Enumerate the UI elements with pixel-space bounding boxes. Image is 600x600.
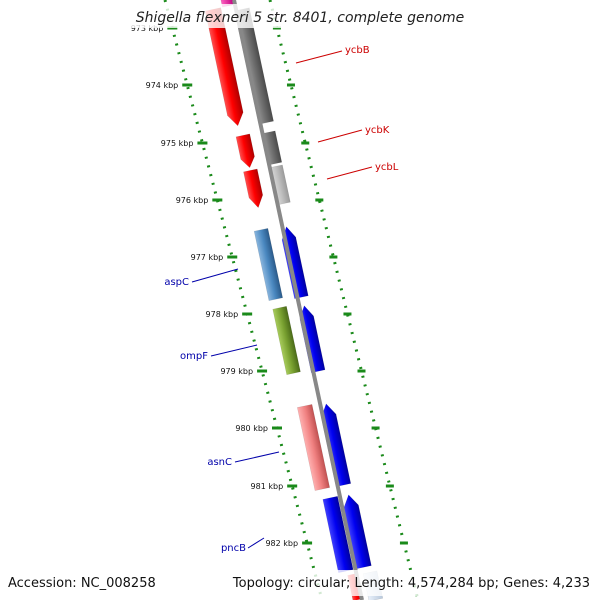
topology-summary: Topology: circular; Length: 4,574,284 bp… — [232, 576, 590, 591]
feature-steel — [253, 228, 283, 301]
tick-label: 978 kbp — [206, 310, 239, 319]
gene-leader-line — [326, 166, 373, 180]
feature-blue — [343, 494, 372, 570]
tick-label: 982 kbp — [265, 539, 298, 548]
tick-label: 979 kbp — [220, 367, 253, 376]
tick-label: 977 kbp — [191, 253, 224, 262]
accession-text: Accession: NC_008258 — [8, 576, 156, 591]
footer-background — [0, 570, 600, 596]
tick-label: 980 kbp — [235, 424, 268, 433]
title-background — [130, 4, 470, 28]
tick-group: 973 kbp 974 kbp 975 kbp 976 kbp 977 kbp 978 k… — [131, 24, 408, 548]
tick-label: 975 kbp — [161, 139, 194, 148]
feature-pink — [297, 404, 330, 491]
gene-label-pncB[interactable]: pncB — [221, 543, 246, 554]
feature-olive — [272, 305, 301, 376]
gene-label-aspC[interactable]: aspC — [164, 277, 189, 288]
gene-label-ycbL[interactable]: ycbL — [375, 162, 399, 173]
tick-label: 976 kbp — [176, 196, 209, 205]
gene-leader-line — [234, 451, 280, 463]
gene-leader-line — [210, 344, 258, 357]
tick-label: 981 kbp — [251, 482, 284, 491]
right-dotted-guide — [268, 0, 420, 600]
gene-leader-line — [317, 129, 363, 143]
genome-backbone — [232, 0, 364, 600]
gene-label-group: ycbB ycbK ycbL aspC ompF asnC pncB — [164, 45, 398, 554]
gene-label-ycbK[interactable]: ycbK — [365, 125, 390, 136]
feature-blue — [322, 495, 354, 574]
tick-label: 974 kbp — [146, 81, 179, 90]
gene-leader-line — [247, 537, 265, 549]
feature-red — [243, 168, 263, 209]
map-title: Shigella flexneri 5 str. 8401, complete … — [136, 10, 465, 26]
gene-feature-group — [204, 0, 384, 600]
feature-red — [235, 133, 255, 169]
gene-label-ycbB[interactable]: ycbB — [345, 45, 370, 56]
tick-label: 973 kbp — [131, 24, 164, 33]
gene-leader-line — [191, 268, 239, 283]
gene-label-ompF[interactable]: ompF — [180, 351, 208, 362]
gene-leader-line — [295, 50, 343, 64]
gene-label-asnC[interactable]: asnC — [207, 457, 232, 468]
